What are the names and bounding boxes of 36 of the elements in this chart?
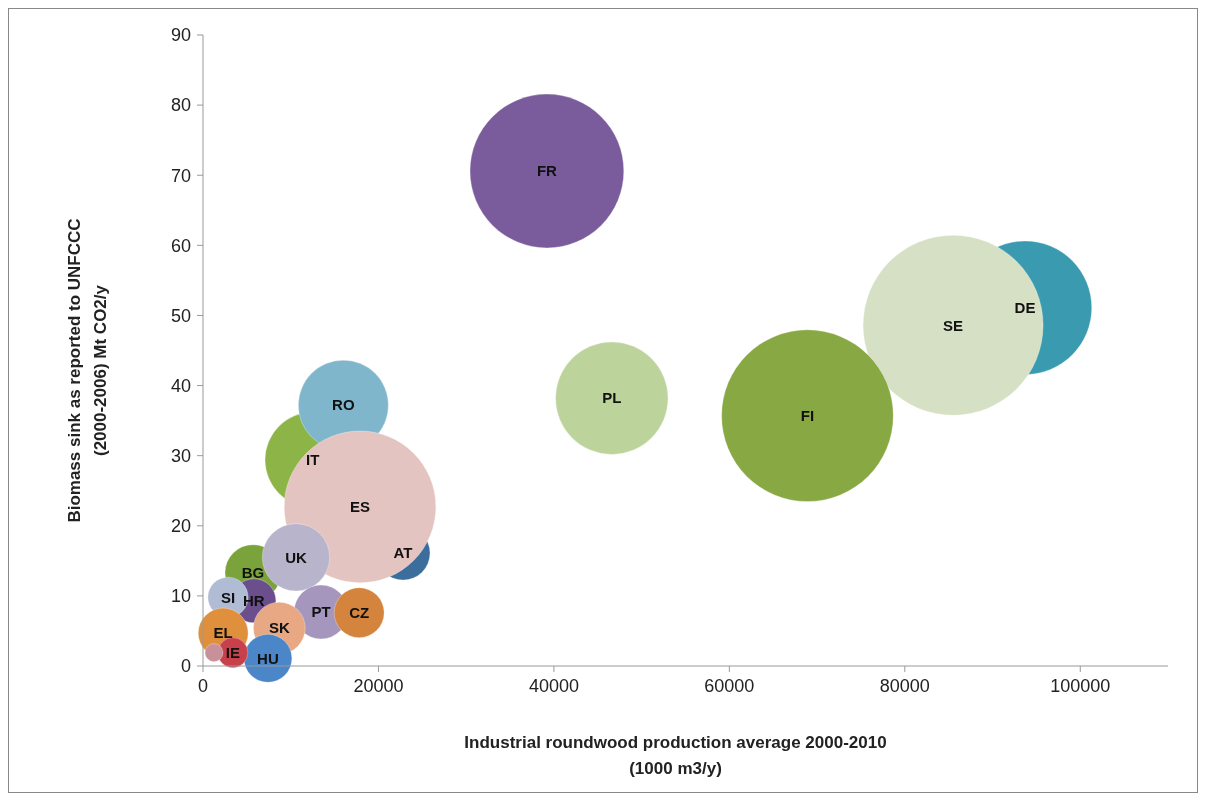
series-label: AT <box>393 544 413 562</box>
series-label: SE <box>943 316 964 334</box>
y-tick-label: 80 <box>170 95 191 116</box>
x-tick-label: 60000 <box>704 676 755 696</box>
series-label: EL <box>213 624 233 642</box>
y-tick-label: 60 <box>170 235 191 256</box>
series-label: DE <box>1014 298 1036 316</box>
series-label: FR <box>536 162 558 180</box>
x-tick-label: 100000 <box>1050 676 1111 696</box>
y-tick-label: 90 <box>170 25 191 46</box>
series-label: PT <box>311 603 331 621</box>
x-tick-label: 20000 <box>353 676 404 696</box>
series-label: SI <box>220 588 236 606</box>
y-tick-label: 30 <box>170 445 191 466</box>
series-label: ES <box>350 498 371 516</box>
y-tick-label: 20 <box>170 516 191 537</box>
series-label: HU <box>257 649 279 667</box>
series-label: RO <box>332 396 355 414</box>
y-axis-title: Biomass sink as reported to UNFCCC (2000-2006) Mt CO2/y <box>65 218 110 523</box>
series-label: CZ <box>349 603 370 621</box>
y-tick-label: 70 <box>170 165 191 186</box>
x-tick-label: 40000 <box>528 676 579 696</box>
y-tick-label: 0 <box>180 656 191 677</box>
series-label: FI <box>800 406 815 424</box>
x-tick-label: 0 <box>197 676 209 696</box>
y-tick-label: 50 <box>170 305 191 326</box>
series-label: PL <box>602 389 622 407</box>
y-tick-label: 10 <box>170 586 191 607</box>
x-tick-label: 80000 <box>879 676 930 696</box>
series-label: IE <box>225 643 240 661</box>
y-tick-label: 40 <box>170 375 191 396</box>
series-label: IT <box>305 451 320 469</box>
series-label: BG <box>241 564 265 581</box>
x-axis-title: Industrial roundwood production average 2000-2010 (1000 m3/y) <box>464 733 887 778</box>
series-label: SK <box>268 619 290 637</box>
series-label: UK <box>285 548 307 566</box>
